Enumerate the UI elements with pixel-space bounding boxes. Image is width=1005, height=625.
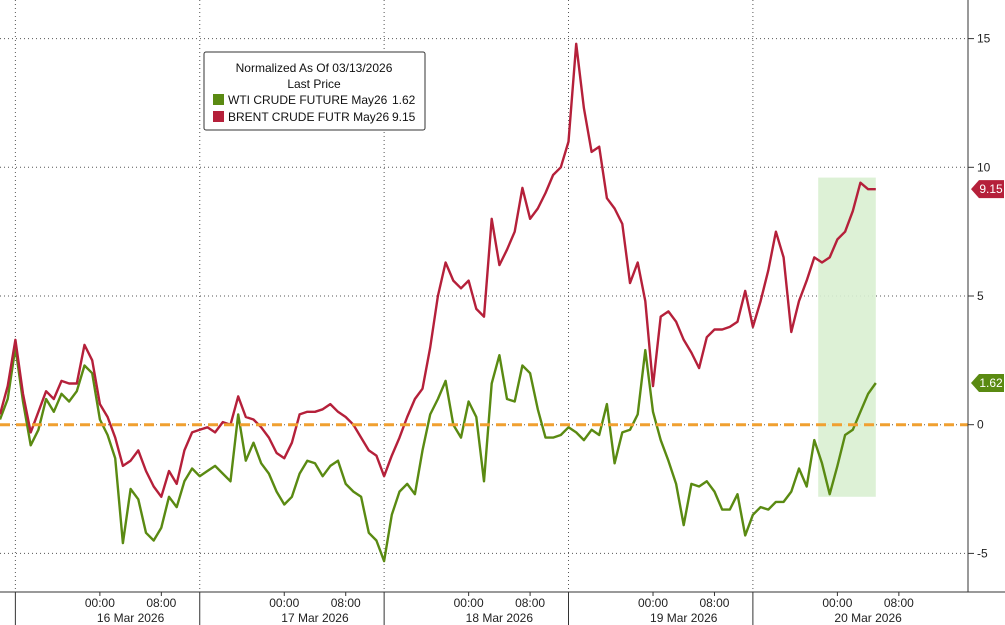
x-date-label: 18 Mar 2026 xyxy=(466,611,534,625)
x-axis-ticks: 00:00 08:00 00:00 08:00 00:00 08:00 00:00 08:00… xyxy=(14,592,914,625)
legend-entry-brent-value: 9.15 xyxy=(392,110,416,124)
highlight-layer xyxy=(818,177,876,497)
highlight-region xyxy=(818,177,876,497)
wti-series-line xyxy=(0,346,877,563)
y-tick-label: 5 xyxy=(977,289,984,303)
brent-series-line xyxy=(0,42,876,498)
x-time-label: 00:00 xyxy=(85,596,115,610)
legend-entry-brent-name: BRENT CRUDE FUTR May26 xyxy=(228,110,389,124)
x-date-label: 16 Mar 2026 xyxy=(97,611,165,625)
legend-entry-wti-value: 1.62 xyxy=(392,93,416,107)
brent-last-value-label: 9.15 xyxy=(979,182,1003,196)
brent-last-value-badge xyxy=(971,180,1004,199)
legend-swatch-brent xyxy=(213,111,224,122)
legend-subtitle: Last Price xyxy=(287,77,341,91)
legend-title: Normalized As Of 03/13/2026 xyxy=(236,61,393,75)
last-value-badges: 1.62 9.15 xyxy=(971,180,1004,392)
legend-swatch-wti xyxy=(213,94,224,105)
x-time-label: 08:00 xyxy=(884,596,914,610)
y-tick-label: 15 xyxy=(977,32,991,46)
wti-last-value-label: 1.62 xyxy=(979,376,1003,390)
wti-last-value-badge xyxy=(971,373,1004,392)
legend-box xyxy=(203,51,426,131)
x-time-label: 08:00 xyxy=(699,596,729,610)
x-time-label: 08:00 xyxy=(515,596,545,610)
legend-entry-wti-name: WTI CRUDE FUTURE May26 xyxy=(228,93,388,107)
x-date-label: 20 Mar 2026 xyxy=(834,611,902,625)
x-time-label: 00:00 xyxy=(454,596,484,610)
series-layer xyxy=(0,42,877,563)
y-tick-label: -5 xyxy=(977,546,988,560)
x-time-label: 00:00 xyxy=(822,596,852,610)
y-tick-label: 10 xyxy=(977,160,991,174)
x-time-label: 00:00 xyxy=(638,596,668,610)
x-time-label: 00:00 xyxy=(269,596,299,610)
x-time-label: 08:00 xyxy=(146,596,176,610)
y-tick-label: 0 xyxy=(977,418,984,432)
x-date-label: 17 Mar 2026 xyxy=(281,611,349,625)
x-date-label: 19 Mar 2026 xyxy=(650,611,718,625)
x-time-label: 08:00 xyxy=(331,596,361,610)
y-axis-ticks: 15 10 5 0 -5 xyxy=(968,32,991,560)
legend: Normalized As Of 03/13/2026 Last Price W… xyxy=(203,51,426,131)
